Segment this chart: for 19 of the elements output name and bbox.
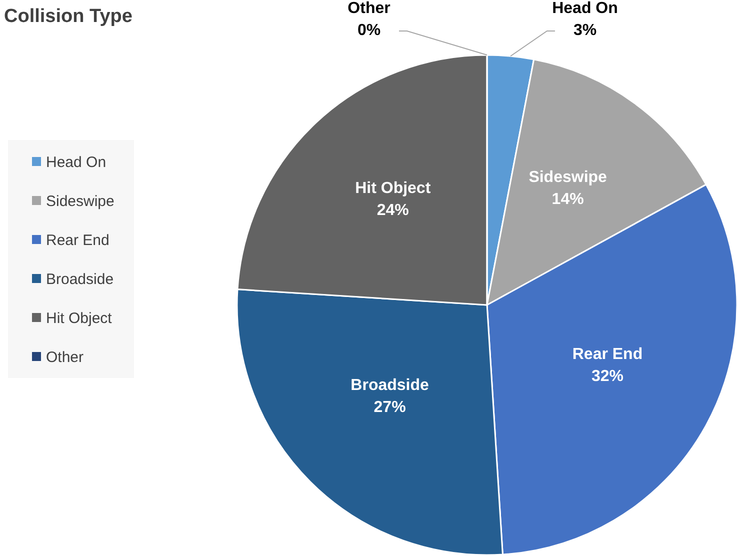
data-label: 14% [552, 190, 584, 208]
legend-label: Head On [46, 154, 106, 171]
slice-label: Rear End [572, 346, 643, 364]
legend-label: Sideswipe [46, 193, 114, 210]
legend-label: Hit Object [46, 310, 113, 327]
category-label: Other [348, 0, 390, 17]
chart-title: Collision Type [4, 6, 132, 27]
data-label: 32% [591, 368, 624, 386]
slice-label: Hit Object [355, 180, 432, 197]
slice-label: Head On [552, 0, 618, 17]
slice-label: Sideswipe [528, 168, 608, 186]
data-label: 3% [573, 22, 597, 39]
legend-label: Broadside [46, 271, 114, 288]
legend-label: Rear End [46, 232, 110, 249]
data-label: 27% [374, 399, 406, 416]
data-label: 24% [376, 202, 409, 219]
legend-label: Other [46, 349, 84, 366]
slice-label: Broadside [350, 377, 429, 394]
text: 0% [357, 22, 381, 39]
